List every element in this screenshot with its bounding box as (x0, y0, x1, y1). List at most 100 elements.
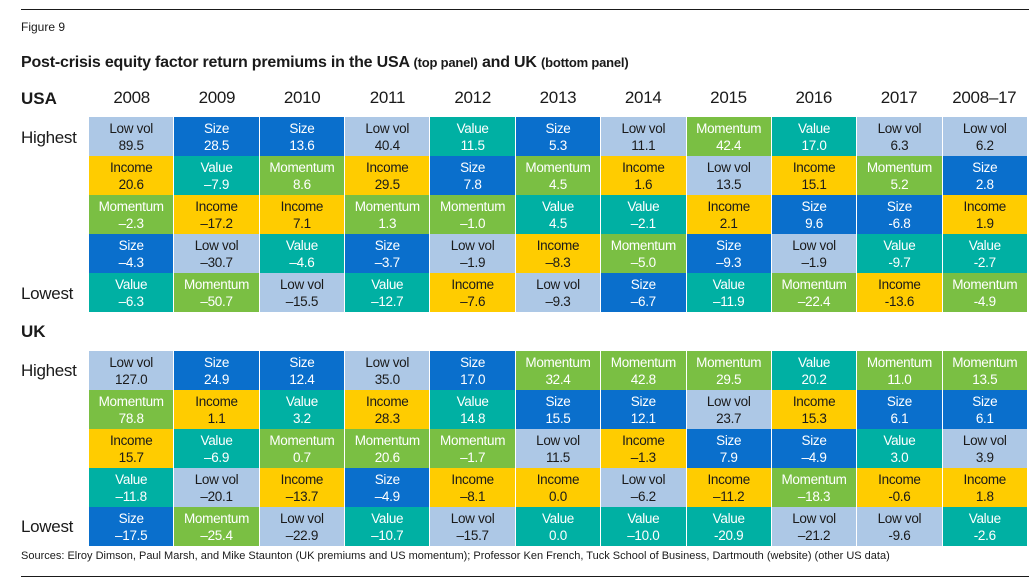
factor-name: Size (118, 510, 144, 526)
factor-value: 8.6 (292, 176, 311, 192)
factor-cell: Momentum 8.6 (259, 156, 345, 195)
factor-name: Income (451, 276, 494, 292)
year-column: Value 11.5 Size 7.8 Momentum –1.0 Low vol –1.9 I… (429, 117, 515, 312)
factor-value: 15.3 (801, 410, 827, 426)
factor-value: 127.0 (115, 371, 148, 387)
factor-cell: Momentum –5.0 (601, 234, 686, 273)
factor-name: Low vol (962, 432, 1007, 448)
factor-name: Momentum (610, 354, 676, 370)
factor-cell: Income -0.6 (857, 468, 942, 507)
title-part: and UK (477, 54, 541, 71)
factor-name: Momentum (354, 198, 420, 214)
top-rule (21, 9, 1029, 10)
factor-cell: Low vol –20.1 (174, 468, 259, 507)
factor-name: Low vol (877, 120, 922, 136)
factor-name: Value (798, 354, 831, 370)
year-column: Size 24.9 Income 1.1 Value –6.9 Low vol –20.1 Mo… (173, 351, 259, 546)
factor-value: 3.0 (890, 449, 909, 465)
factor-cell: Income –7.6 (430, 273, 515, 312)
factor-cell: Low vol –15.5 (259, 273, 345, 312)
factor-name: Size (630, 393, 656, 409)
year-header: 2008 (113, 88, 150, 107)
factor-name: Momentum (269, 159, 335, 175)
year-column: Size 12.4 Value 3.2 Momentum 0.7 Income –13.7 Lo… (258, 351, 345, 546)
factor-value: 1.9 (975, 215, 994, 231)
rank-label-highest: Highest (21, 361, 77, 380)
factor-value: 1.3 (378, 215, 397, 231)
factor-name: Income (622, 432, 665, 448)
factor-value: 29.5 (716, 371, 742, 387)
year-header: 2010 (283, 88, 321, 107)
factor-value: 11.1 (631, 137, 656, 153)
factor-name: Low vol (365, 354, 410, 370)
factor-name: Value (285, 237, 318, 253)
factor-cell: Low vol 3.9 (942, 429, 1027, 468)
factor-name: Size (545, 120, 571, 136)
factor-cell: Income 1.8 (942, 468, 1027, 507)
factor-cell: Income –1.3 (601, 429, 686, 468)
factor-value: 6.2 (975, 137, 994, 153)
factor-name: Value (968, 237, 1001, 253)
factor-name: Income (963, 198, 1007, 214)
factor-name: Value (712, 276, 745, 292)
factor-cell: Low vol –9.3 (515, 273, 601, 312)
factor-cell: Income 28.3 (345, 390, 430, 429)
factor-name: Low vol (621, 471, 666, 487)
year-column: Value 17.0 Income 15.1 Size 9.6 Low vol –1.9 Mom… (770, 117, 857, 312)
factor-value: -0.6 (888, 488, 911, 504)
factor-cell: Size 15.5 (515, 390, 601, 429)
factor-value: 13.6 (289, 137, 315, 153)
factor-name: Size (545, 393, 571, 409)
year-column: Low vol 6.3 Momentum 5.2 Size -6.8 Value -9.7 In… (856, 117, 942, 312)
factor-cell: Size –3.7 (345, 234, 430, 273)
factor-cell: Low vol 13.5 (686, 156, 771, 195)
factor-name: Size (972, 393, 998, 409)
factor-name: Low vol (706, 159, 751, 175)
factor-value: 12.4 (289, 371, 315, 387)
factor-cell: Income 20.6 (89, 156, 174, 195)
factor-cell: Momentum 42.4 (686, 117, 771, 156)
factor-value: –17.5 (115, 527, 148, 543)
factor-cell: Size 17.0 (430, 351, 515, 390)
title-part: Post-crisis equity factor return premium… (21, 54, 414, 71)
factor-cell: Income 1.9 (942, 195, 1027, 234)
factor-value: –4.6 (289, 254, 315, 270)
factor-name: Value (371, 510, 404, 526)
year-column: Momentum 42.8 Size 12.1 Income –1.3 Low vol –6.… (600, 351, 686, 546)
factor-value: –15.7 (456, 527, 489, 543)
factor-cell: Low vol –22.9 (259, 507, 345, 546)
factor-value: 0.0 (549, 488, 567, 504)
factor-name: Value (285, 393, 318, 409)
factor-value: –1.0 (460, 215, 486, 231)
factor-name: Low vol (280, 510, 324, 526)
factor-cell: Value –2.1 (601, 195, 686, 234)
factor-name: Income (536, 237, 580, 253)
factor-name: Income (195, 198, 238, 214)
factor-value: 13.5 (716, 176, 742, 192)
factor-cell: Low vol 127.0 (89, 351, 174, 390)
year-header: 2009 (198, 88, 236, 107)
factor-name: Size (204, 120, 230, 136)
factor-value: –1.9 (801, 254, 827, 270)
factor-cell: Value –10.7 (345, 507, 430, 546)
factor-name: Income (878, 276, 921, 292)
factor-value: 42.4 (716, 137, 742, 153)
year-column: Low vol 35.0 Income 28.3 Momentum 20.6 Size –4.… (344, 351, 430, 546)
factor-cell: Low vol 35.0 (345, 351, 430, 390)
factor-cell: Size 7.9 (686, 429, 771, 468)
factor-cell: Momentum 29.5 (686, 351, 771, 390)
factor-cell: Value 17.0 (771, 117, 857, 156)
factor-name: Value (456, 120, 489, 136)
factor-name: Value (115, 276, 148, 292)
factor-cell: Low vol -9.6 (857, 507, 942, 546)
panel-label-uk: UK (21, 322, 46, 341)
factor-value: –20.1 (200, 488, 233, 504)
factor-value: –6.9 (204, 449, 230, 465)
factor-name: Low vol (792, 237, 836, 253)
year-header: 2012 (454, 88, 491, 107)
bottom-rule (21, 576, 1029, 577)
factor-cell: Momentum 20.6 (345, 429, 430, 468)
factor-cell: Momentum –22.4 (771, 273, 857, 312)
factor-name: Momentum (525, 159, 591, 175)
factor-value: 17.0 (460, 371, 486, 387)
